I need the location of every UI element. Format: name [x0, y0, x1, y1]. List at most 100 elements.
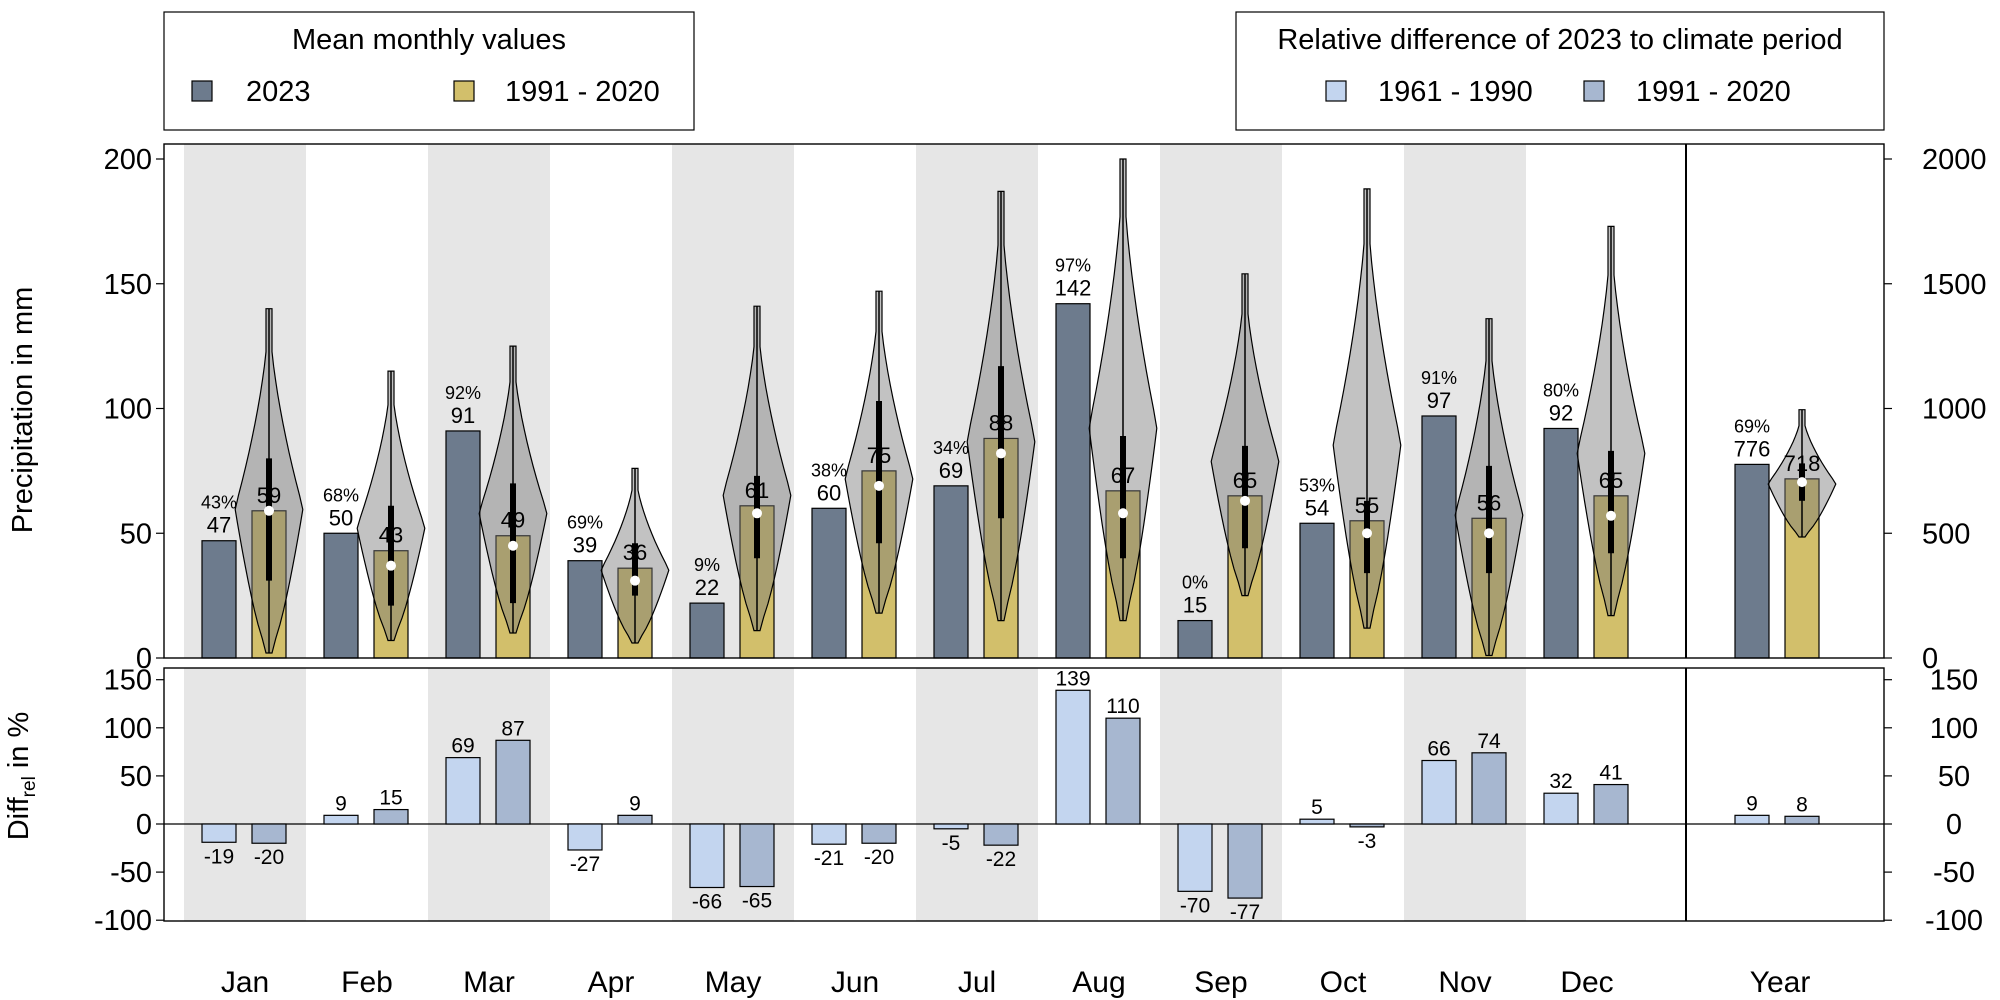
bottom-left-tick-label-100: 100 [104, 713, 152, 745]
legend-relative-difference: Relative difference of 2023 to climate p… [1235, 11, 1885, 131]
percentile-label-Jun: 38% [811, 460, 847, 480]
diff-bar-1961-1990-Sep [1177, 823, 1213, 892]
diff-bar-1961-1990-Apr [567, 823, 603, 851]
diff-label-1961-1990-Jul: -5 [942, 832, 961, 855]
diff-label-1991-2020-Mar: 87 [501, 717, 524, 740]
diff-bar-1961-1990-Year [1734, 814, 1770, 825]
bottom-right-tick-label-100: 100 [1930, 713, 1978, 745]
top-left-tick-label-0: 0 [136, 643, 152, 675]
percentile-label-Year: 69% [1734, 416, 1770, 436]
top-y-axis-title: Precipitation in mm [7, 287, 39, 534]
value-label-2023-Jun: 60 [817, 480, 841, 505]
diff-bar-1991-2020-Mar [495, 739, 531, 825]
x-label-Year: Year [1750, 966, 1811, 999]
violin-median-Dec [1606, 510, 1616, 521]
bar-2023-Oct [1299, 522, 1335, 659]
diff-bar-1961-1990-May [689, 823, 725, 889]
top-left-tick-label-50: 50 [120, 518, 152, 550]
value-label-1991-2020-Oct: 55 [1355, 493, 1379, 518]
value-label-2023-Dec: 92 [1549, 400, 1573, 425]
bar-2023-May [689, 602, 725, 659]
bar-2023-Dec [1543, 427, 1579, 659]
x-label-Oct: Oct [1320, 966, 1367, 999]
percentile-label-Nov: 91% [1421, 368, 1457, 388]
value-label-1991-2020-Aug: 67 [1111, 463, 1135, 488]
violin-median-Jan [264, 505, 274, 516]
violin-median-May [752, 508, 762, 519]
diff-label-1991-2020-Jan: -20 [254, 846, 284, 869]
percentile-label-Jan: 43% [201, 493, 237, 513]
value-label-1991-2020-Year: 718 [1784, 451, 1821, 476]
top-right-tick-label-2000: 2000 [1922, 144, 1987, 176]
bar-2023-Year [1734, 463, 1770, 659]
value-label-2023-Mar: 91 [451, 403, 475, 428]
x-label-Feb: Feb [341, 966, 393, 999]
legend-1991-swatch [1583, 80, 1605, 102]
value-label-1991-2020-Nov: 56 [1477, 490, 1501, 515]
x-label-Nov: Nov [1438, 966, 1491, 999]
legend-clim-swatch [453, 80, 475, 102]
diff-bar-1961-1990-Mar [445, 757, 481, 825]
bottom-right-tick-label--100: -100 [1925, 905, 1983, 937]
bottom-panel-frame [163, 667, 1885, 922]
diff-bar-1991-2020-Oct [1349, 823, 1385, 828]
diff-bar-1961-1990-Oct [1299, 818, 1335, 825]
x-label-Jun: Jun [831, 966, 879, 999]
violin-median-Mar [508, 540, 518, 551]
bottom-right-tick-label-50: 50 [1938, 761, 1970, 793]
x-label-Apr: Apr [588, 966, 635, 999]
percentile-label-Oct: 53% [1299, 475, 1335, 495]
bar-2023-Apr [567, 560, 603, 659]
diff-bar-1991-2020-May [739, 823, 775, 888]
month-band-bottom-Jan [184, 668, 306, 921]
bottom-left-tick-label-50: 50 [120, 761, 152, 793]
diff-bar-1991-2020-Jul [983, 823, 1019, 846]
violin-median-Nov [1484, 528, 1494, 539]
bottom-left-tick-label-150: 150 [104, 665, 152, 697]
diff-label-1961-1990-Dec: 32 [1549, 770, 1572, 793]
diff-label-1991-2020-Jul: -22 [986, 848, 1016, 871]
percentile-label-Sep: 0% [1182, 573, 1208, 593]
percentile-label-Jul: 34% [933, 438, 969, 458]
diff-bar-1991-2020-Jan [251, 823, 287, 844]
top-right-tick-label-1500: 1500 [1922, 269, 1987, 301]
violin-median-Year [1797, 477, 1807, 488]
x-label-Jul: Jul [958, 966, 996, 999]
diff-label-1961-1990-Mar: 69 [451, 735, 474, 758]
diff-bar-1961-1990-Aug [1055, 689, 1091, 825]
bottom-right-tick-label-0: 0 [1946, 809, 1962, 841]
diff-bar-1961-1990-Jan [201, 823, 237, 843]
value-label-1991-2020-May: 61 [745, 478, 769, 503]
x-label-Aug: Aug [1072, 966, 1125, 999]
diff-bar-1991-2020-Feb [373, 808, 409, 825]
diff-label-1961-1990-Year: 9 [1746, 792, 1758, 815]
diff-bar-1991-2020-Dec [1593, 783, 1629, 825]
violin-median-Apr [630, 575, 640, 586]
value-label-2023-Apr: 39 [573, 533, 597, 558]
legend-mean-monthly-title: Mean monthly values [292, 24, 566, 56]
diff-bar-1961-1990-Dec [1543, 792, 1579, 825]
violin-median-Jul [996, 448, 1006, 459]
diff-bar-1961-1990-Feb [323, 814, 359, 825]
value-label-2023-Feb: 50 [329, 505, 353, 530]
diff-bar-1991-2020-Aug [1105, 717, 1141, 825]
diff-label-1991-2020-Aug: 110 [1106, 695, 1139, 718]
x-label-May: May [705, 966, 762, 999]
x-label-Jan: Jan [221, 966, 269, 999]
bottom-left-tick-label-0: 0 [136, 809, 152, 841]
value-label-1991-2020-Jun: 75 [867, 443, 891, 468]
diff-label-1961-1990-May: -66 [692, 890, 722, 913]
violin-median-Aug [1118, 508, 1128, 519]
value-label-2023-Oct: 54 [1305, 495, 1329, 520]
diff-bar-1991-2020-Year [1784, 815, 1820, 825]
violin-median-Jun [874, 480, 884, 491]
top-panel-frame [163, 143, 1885, 659]
percentile-label-Apr: 69% [567, 513, 603, 533]
top-left-tick-label-100: 100 [104, 394, 152, 426]
violin-median-Feb [386, 560, 396, 571]
bottom-right-tick-label--50: -50 [1933, 857, 1975, 889]
percentile-label-May: 9% [694, 555, 720, 575]
bar-2023-Jul [933, 485, 969, 659]
value-label-2023-Nov: 97 [1427, 388, 1451, 413]
